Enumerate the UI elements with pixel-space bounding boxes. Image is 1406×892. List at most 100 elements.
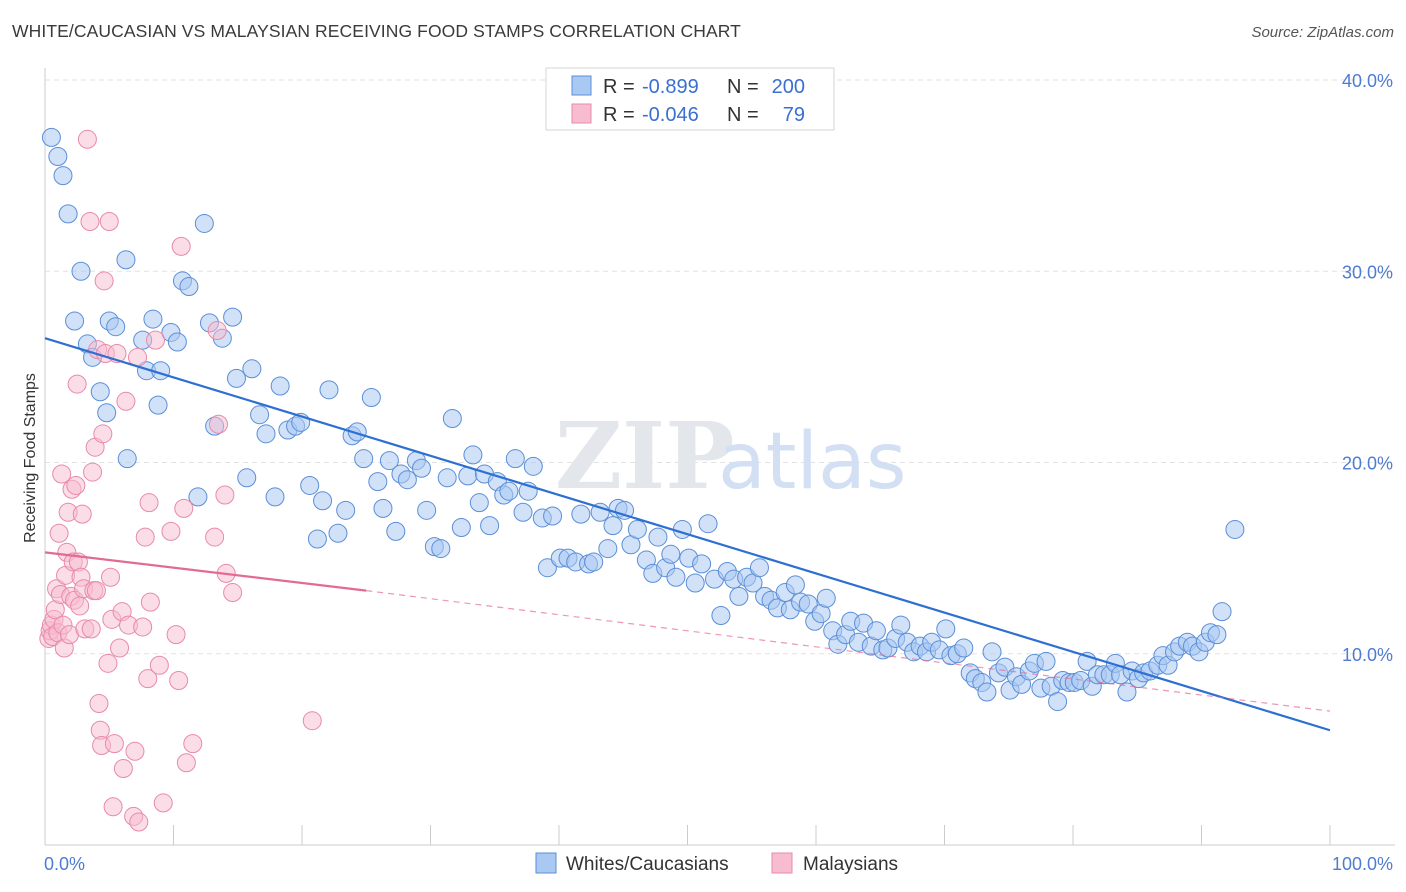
white-point-76 (537, 558, 557, 578)
malay-point-63 (140, 592, 160, 612)
legend-r-label-2: R = (603, 104, 635, 126)
legend-n-value-1: 200 (772, 76, 805, 98)
white-point-186 (1212, 602, 1232, 622)
white-point-64 (463, 445, 483, 465)
malay-point-8 (49, 523, 69, 543)
white-point-4 (65, 311, 85, 331)
malay-point-31 (81, 619, 101, 639)
white-point-29 (226, 368, 246, 388)
legend-swatch-malay (571, 103, 592, 124)
legend-n-value-2: 79 (783, 104, 805, 126)
white-point-0 (41, 127, 61, 147)
white-point-120 (816, 588, 836, 608)
malay-point-45 (101, 567, 121, 587)
white-point-23 (188, 487, 208, 507)
white-point-43 (328, 523, 348, 543)
trendline-whites (44, 337, 1331, 732)
y-axis-label: Receiving Food Stamps (22, 373, 39, 543)
white-point-24 (194, 213, 214, 233)
white-point-56 (412, 458, 432, 478)
legend-n-label-1: N = (727, 76, 759, 98)
white-point-96 (666, 567, 686, 587)
white-point-42 (319, 380, 339, 400)
white-point-95 (661, 544, 681, 564)
malay-point-58 (129, 812, 149, 832)
x-tick-right: 100.0% (1332, 854, 1393, 874)
series-malaysians (39, 129, 322, 832)
bottom-legend-malay: Malaysians (803, 854, 898, 875)
series-whites (41, 127, 1245, 712)
white-point-81 (571, 504, 591, 524)
white-point-2 (53, 166, 73, 186)
malay-point-10 (52, 464, 72, 484)
white-point-170 (1117, 682, 1137, 702)
malay-point-47 (103, 797, 123, 817)
white-point-109 (749, 558, 769, 578)
bottom-legend-swatch-malay (771, 852, 793, 874)
white-point-3 (58, 204, 78, 224)
white-point-48 (361, 387, 381, 407)
white-point-90 (627, 519, 647, 539)
white-point-8 (90, 382, 110, 402)
white-point-59 (431, 539, 451, 559)
white-point-28 (223, 307, 243, 327)
malay-point-67 (161, 521, 181, 541)
white-point-35 (270, 376, 290, 396)
legend-r-value-2: -0.046 (642, 104, 699, 126)
malay-point-30 (80, 212, 100, 232)
white-point-12 (116, 250, 136, 270)
white-point-16 (143, 309, 163, 329)
white-point-86 (603, 516, 623, 536)
malay-point-32 (83, 462, 103, 482)
white-point-132 (891, 615, 911, 635)
legend-n-label-2: N = (727, 104, 759, 126)
white-point-60 (437, 468, 457, 488)
series-legend: Whites/Caucasians Malaysians (535, 852, 898, 875)
white-point-101 (698, 514, 718, 534)
white-point-77 (543, 506, 563, 526)
bottom-legend-white: Whites/Caucasians (566, 854, 729, 875)
white-point-74 (523, 456, 543, 476)
white-point-71 (505, 449, 525, 469)
malay-point-21 (66, 475, 86, 495)
white-point-72 (513, 502, 533, 522)
white-point-115 (785, 575, 805, 595)
white-point-1 (48, 147, 68, 166)
chart-title: WHITE/CAUCASIAN VS MALAYSIAN RECEIVING F… (12, 21, 741, 41)
watermark-zip: ZIP (555, 402, 734, 510)
white-point-22 (179, 277, 199, 297)
malay-point-44 (99, 212, 119, 232)
white-point-30 (237, 468, 257, 488)
white-point-187 (1225, 519, 1245, 539)
white-point-103 (711, 606, 731, 625)
white-point-10 (106, 317, 126, 337)
malay-point-59 (133, 617, 153, 637)
white-point-39 (300, 475, 320, 495)
white-point-33 (256, 424, 276, 444)
white-point-50 (373, 498, 393, 518)
malay-point-43 (98, 653, 118, 673)
malay-point-24 (70, 596, 90, 616)
white-point-62 (451, 518, 471, 538)
white-point-46 (347, 422, 367, 442)
white-point-65 (469, 493, 489, 513)
trendlines (44, 337, 1331, 732)
white-point-147 (982, 642, 1002, 662)
white-point-84 (590, 502, 610, 522)
white-point-100 (692, 554, 712, 574)
white-point-17 (148, 395, 168, 415)
malay-point-71 (174, 498, 194, 518)
white-point-41 (313, 491, 333, 511)
white-point-117 (798, 594, 818, 614)
white-point-156 (1036, 651, 1056, 671)
white-point-185 (1207, 625, 1227, 645)
white-point-52 (386, 521, 406, 541)
white-point-88 (615, 500, 635, 520)
malay-point-22 (67, 374, 87, 394)
legend-r-label-1: R = (603, 76, 635, 98)
white-point-158 (1048, 692, 1068, 712)
legend-r-value-1: -0.899 (642, 76, 699, 98)
malay-point-76 (208, 414, 228, 434)
malay-point-48 (104, 734, 124, 754)
correlation-legend: R = -0.899 N = 200 R = -0.046 N = 79 (545, 67, 835, 131)
